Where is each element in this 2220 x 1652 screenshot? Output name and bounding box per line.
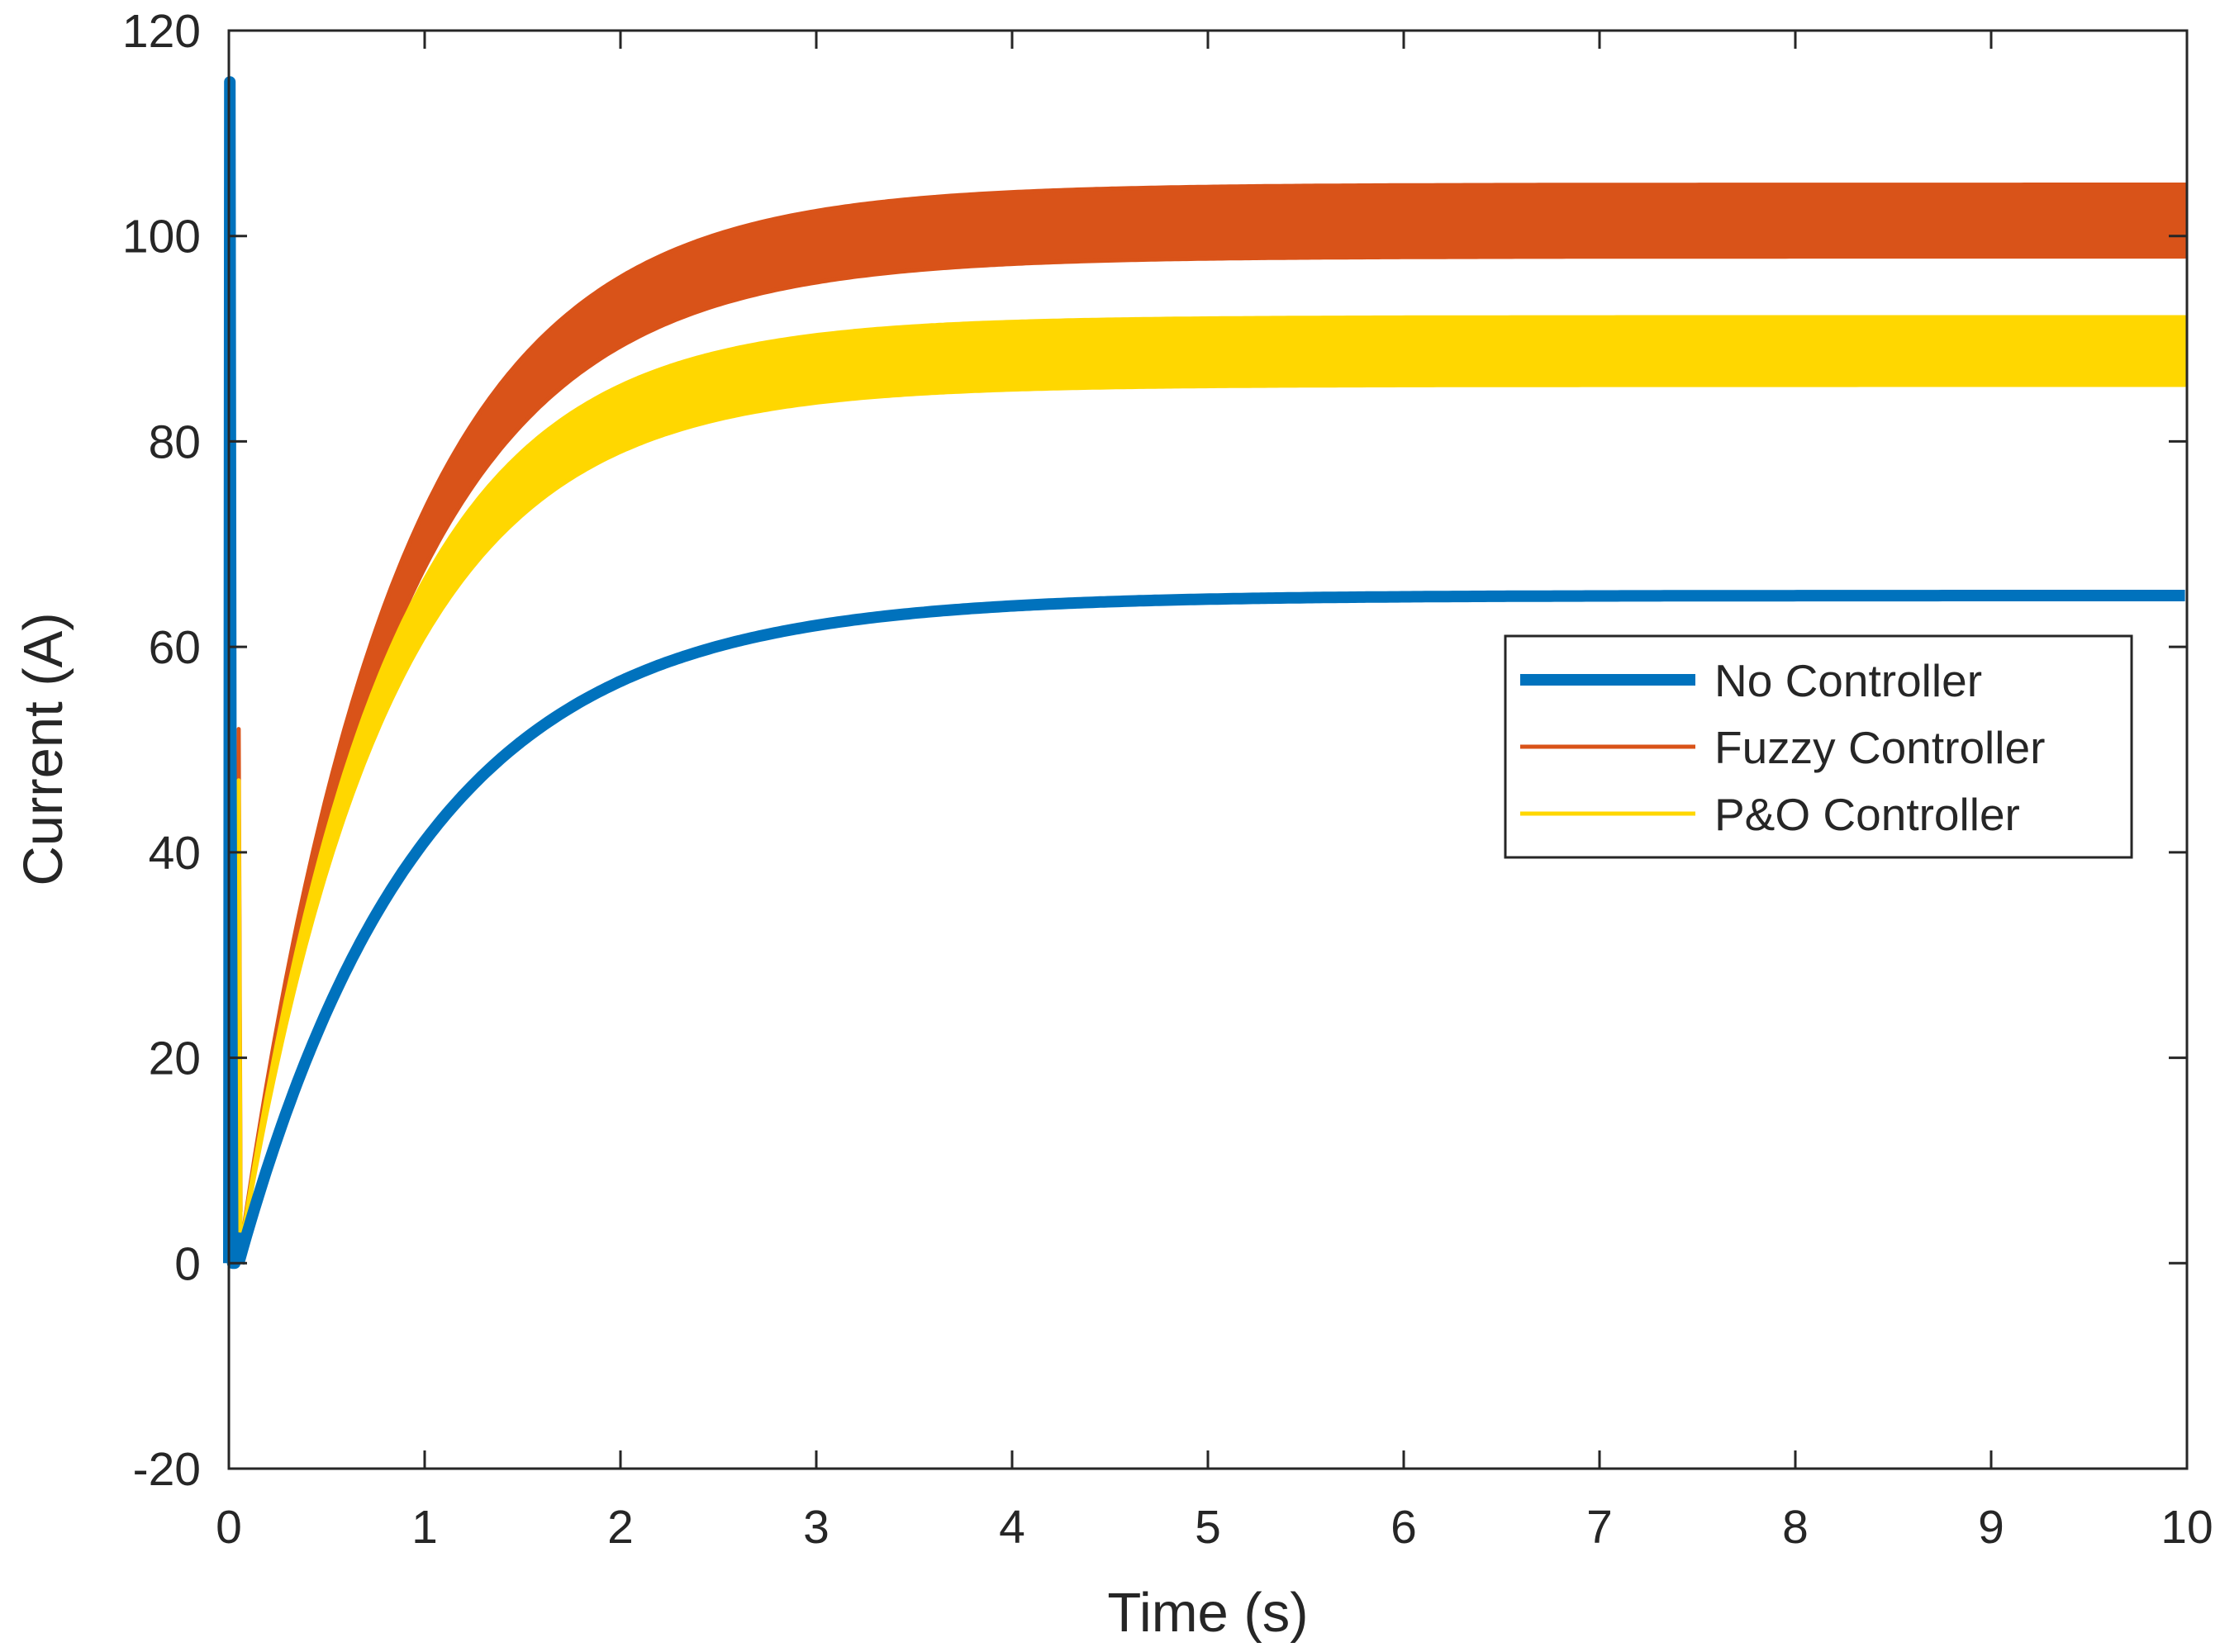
series-line — [233, 590, 2187, 1265]
y-tick-label: 100 — [122, 211, 201, 263]
x-tick-label: 1 — [411, 1501, 438, 1554]
x-tick-label: 4 — [999, 1501, 1025, 1554]
y-tick-label: -20 — [133, 1443, 201, 1496]
x-tick-label: 6 — [1390, 1501, 1417, 1554]
series-band — [236, 183, 2188, 1265]
y-tick-label: 0 — [174, 1237, 201, 1290]
legend-label-po-controller: P&O Controller — [1714, 789, 2020, 840]
legend-label-fuzzy-controller: Fuzzy Controller — [1714, 722, 2045, 773]
x-tick-label: 9 — [1978, 1501, 2004, 1554]
x-tick-label: 0 — [216, 1501, 242, 1554]
series-band — [236, 315, 2188, 1265]
x-tick-label: 3 — [803, 1501, 830, 1554]
x-tick-label: 2 — [607, 1501, 634, 1554]
legend-label-no-controller: No Controller — [1714, 655, 1982, 706]
y-tick-label: 120 — [122, 5, 201, 58]
y-tick-label: 80 — [149, 415, 201, 468]
legend: No Controller Fuzzy Controller P&O Contr… — [1504, 634, 2133, 859]
x-tick-label: 5 — [1195, 1501, 1221, 1554]
y-tick-label: 60 — [149, 621, 201, 674]
x-tick-label: 7 — [1586, 1501, 1613, 1554]
ticks-layer: 0 1 2 3 4 5 6 7 8 9 10 -20 0 20 40 60 80 100 120 — [122, 5, 2213, 1554]
x-tick-label: 10 — [2161, 1501, 2213, 1554]
x-tick-label: 8 — [1782, 1501, 1809, 1554]
y-tick-label: 20 — [149, 1032, 201, 1085]
x-axis-label: Time (s) — [1107, 1582, 1308, 1644]
y-tick-label: 40 — [149, 827, 201, 880]
y-axis-label: Current (A) — [12, 612, 74, 885]
